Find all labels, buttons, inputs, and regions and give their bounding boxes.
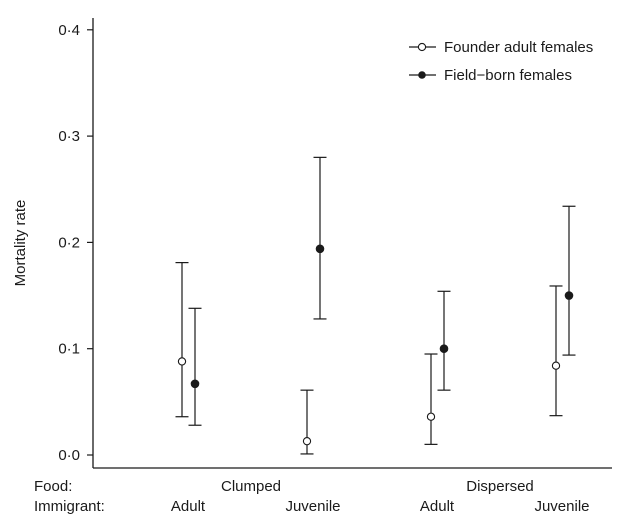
founder-point	[177, 357, 187, 366]
field-born-point	[315, 244, 325, 254]
y-axis-title: Mortality rate	[12, 200, 29, 287]
legend: Founder adult females Field−born females	[409, 39, 593, 84]
founder-point	[302, 437, 312, 446]
legend-fieldborn-marker	[418, 71, 426, 79]
immigrant-label-dispersed-adult: Adult	[420, 498, 455, 515]
y-axis-ticks: 0·0 0·1 0·2 0·3 0·4	[58, 22, 93, 464]
immigrant-label-clumped-juvenile: Juvenile	[285, 498, 340, 515]
error-bars	[175, 156, 576, 455]
y-tick-label: 0·4	[58, 22, 80, 39]
legend-founder-marker	[417, 42, 427, 52]
food-label-clumped: Clumped	[221, 478, 281, 495]
x-group-labels: Food: Immigrant: Clumped Dispersed Adult…	[34, 478, 590, 515]
founder-point	[426, 412, 436, 421]
field-born-point	[564, 291, 574, 300]
legend-fieldborn-label: Field−born females	[444, 67, 572, 84]
immigrant-label-dispersed-juvenile: Juvenile	[534, 498, 589, 515]
legend-founder-label: Founder adult females	[444, 39, 593, 56]
food-label-dispersed: Dispersed	[466, 478, 534, 495]
y-tick-label: 0·0	[58, 447, 80, 464]
immigrant-row-header: Immigrant:	[34, 498, 105, 515]
founder-point	[551, 361, 561, 370]
food-row-header: Food:	[34, 478, 72, 495]
data-points	[177, 244, 574, 446]
y-tick-label: 0·2	[58, 234, 80, 251]
y-tick-label: 0·3	[58, 128, 80, 145]
immigrant-label-clumped-adult: Adult	[171, 498, 206, 515]
field-born-point	[439, 344, 449, 354]
field-born-point	[190, 379, 200, 389]
y-tick-label: 0·1	[58, 341, 80, 358]
